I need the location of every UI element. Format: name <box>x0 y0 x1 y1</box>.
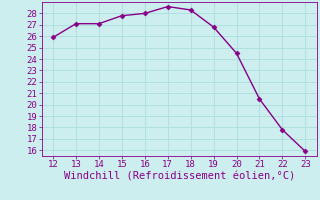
X-axis label: Windchill (Refroidissement éolien,°C): Windchill (Refroidissement éolien,°C) <box>64 172 295 182</box>
